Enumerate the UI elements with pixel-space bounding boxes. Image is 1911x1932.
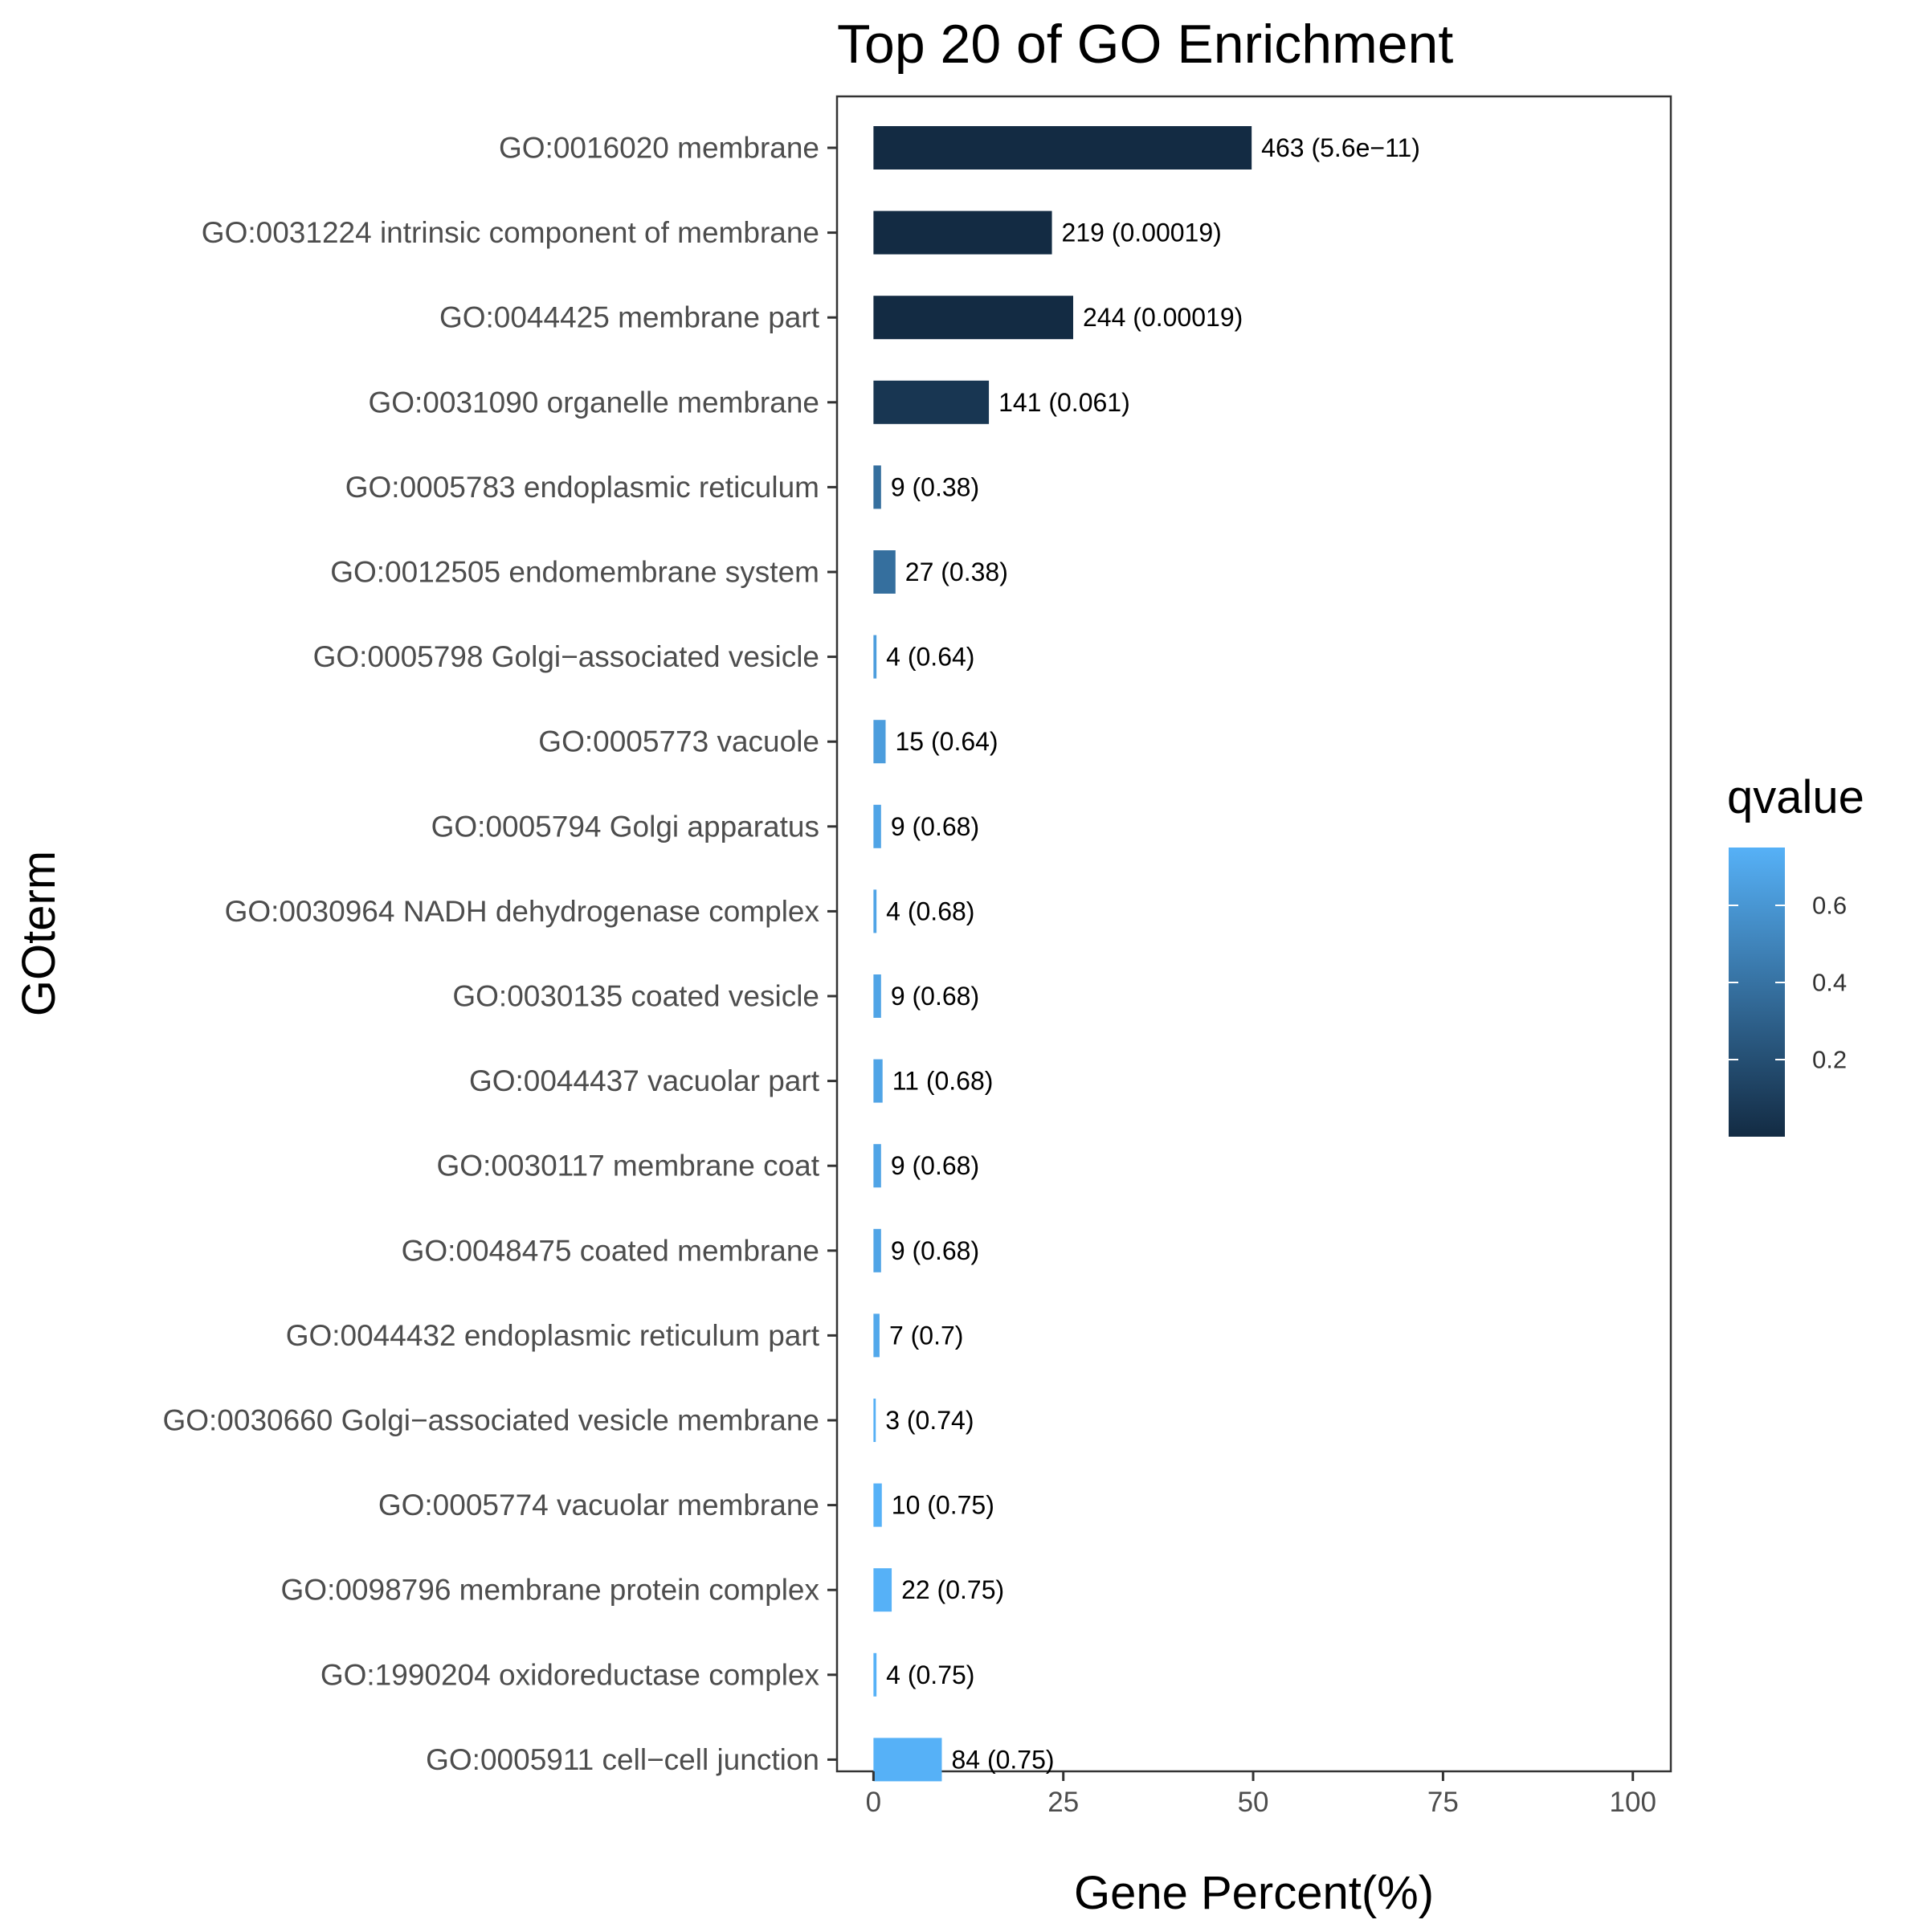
y-axis-title: GOterm (13, 851, 65, 1016)
bar-label: 9 (0.38) (891, 472, 979, 501)
bar-label: 4 (0.68) (886, 897, 974, 925)
legend-colorbar (1729, 848, 1785, 1137)
bars-layer: 463 (5.6e−11) 219 (0.00019) 244 (0.00019) 1… (873, 126, 1420, 1782)
bar-label: 9 (0.68) (891, 982, 979, 1011)
y-tick-label: GO:0005798 Golgi−associated vesicle (313, 640, 819, 673)
y-tick-label: GO:0005783 endoplasmic reticulum (345, 471, 819, 504)
bar (873, 1483, 882, 1527)
legend-tick-label: 0.2 (1812, 1046, 1847, 1074)
y-tick-label: GO:0005911 cell−cell junction (426, 1743, 819, 1776)
bar (873, 974, 881, 1018)
chart-title: Top 20 of GO Enrichment (837, 14, 1453, 75)
bar (873, 889, 877, 933)
bar (873, 1228, 881, 1272)
bar (873, 126, 1252, 170)
bar (873, 1313, 880, 1358)
legend-title: qvalue (1727, 771, 1864, 823)
bar-label: 11 (0.68) (892, 1067, 994, 1096)
y-tick-label: GO:0005774 vacuolar membrane (378, 1489, 819, 1522)
y-tick-label: GO:0044425 membrane part (439, 301, 820, 334)
x-tick-label: 25 (1047, 1787, 1079, 1818)
y-tick-label: GO:0031090 organelle membrane (368, 386, 819, 419)
plot-panel (835, 95, 1672, 1773)
legend-ticks: 0.2 0.4 0.6 (1729, 892, 1847, 1074)
x-tick-label: 0 (866, 1787, 881, 1818)
bar (873, 1399, 876, 1442)
bar (873, 296, 1074, 340)
bar (873, 635, 877, 679)
bar (873, 380, 990, 424)
x-tick-label: 75 (1427, 1787, 1459, 1818)
bar-label: 9 (0.68) (891, 1151, 979, 1180)
y-tick-label: GO:0005794 Golgi apparatus (431, 810, 819, 843)
y-tick-label: GO:0030964 NADH dehydrogenase complex (225, 895, 820, 928)
bar-label: 9 (0.68) (891, 1236, 979, 1265)
y-tick-label: GO:0030660 Golgi−associated vesicle memb… (162, 1404, 819, 1437)
y-tick-label: GO:1990204 oxidoreductase complex (321, 1658, 820, 1691)
x-tick-label: 50 (1238, 1787, 1269, 1818)
bar (873, 720, 886, 764)
bar-label: 141 (0.061) (998, 388, 1130, 417)
bar (873, 465, 881, 509)
bar-label: 10 (0.75) (892, 1491, 994, 1520)
y-tick-label: GO:0031224 intrinsic component of membra… (202, 216, 819, 249)
bar-label: 84 (0.75) (951, 1745, 1054, 1774)
bar (873, 1568, 892, 1612)
y-tick-label: GO:0048475 coated membrane (402, 1234, 819, 1267)
bar-label: 22 (0.75) (901, 1575, 1004, 1604)
bar (873, 210, 1052, 255)
bar (873, 550, 896, 594)
bar-label: 463 (5.6e−11) (1261, 133, 1420, 162)
y-tick-label: GO:0005773 vacuole (538, 725, 819, 758)
y-axis: GO:0016020 membrane GO:0031224 intrinsic … (162, 132, 837, 1776)
y-tick-label: GO:0044437 vacuolar part (469, 1064, 820, 1097)
bar-label: 7 (0.7) (889, 1321, 963, 1350)
y-tick-label: GO:0030117 membrane coat (437, 1150, 820, 1182)
y-tick-label: GO:0098796 membrane protein complex (281, 1574, 820, 1607)
legend: qvalue 0.2 0.4 0.6 (1727, 771, 1864, 1137)
bar-label: 3 (0.74) (885, 1406, 974, 1435)
x-axis: 0 25 50 75 100 (866, 1771, 1656, 1818)
bar-label: 15 (0.64) (896, 727, 998, 756)
bar-label: 219 (0.00019) (1062, 219, 1222, 247)
x-tick-label: 100 (1610, 1787, 1656, 1818)
bar (873, 1738, 942, 1782)
y-tick-label: GO:0012505 endomembrane system (330, 556, 819, 589)
bar-label: 4 (0.64) (886, 643, 974, 672)
y-tick-label: GO:0016020 membrane (499, 132, 819, 165)
y-tick-label: GO:0030135 coated vesicle (452, 980, 819, 1013)
x-axis-title: Gene Percent(%) (1074, 1867, 1434, 1919)
bar-label: 27 (0.38) (905, 558, 1008, 586)
y-tick-label: GO:0044432 endoplasmic reticulum part (286, 1319, 820, 1352)
bar-label: 244 (0.00019) (1083, 303, 1243, 332)
bar (873, 1059, 883, 1103)
legend-tick-label: 0.6 (1812, 892, 1847, 920)
bar-label: 9 (0.68) (891, 812, 979, 841)
bar-label: 4 (0.75) (886, 1660, 974, 1689)
bar (873, 1144, 881, 1188)
legend-tick-label: 0.4 (1812, 969, 1847, 997)
bar (873, 804, 881, 848)
bar (873, 1652, 877, 1697)
